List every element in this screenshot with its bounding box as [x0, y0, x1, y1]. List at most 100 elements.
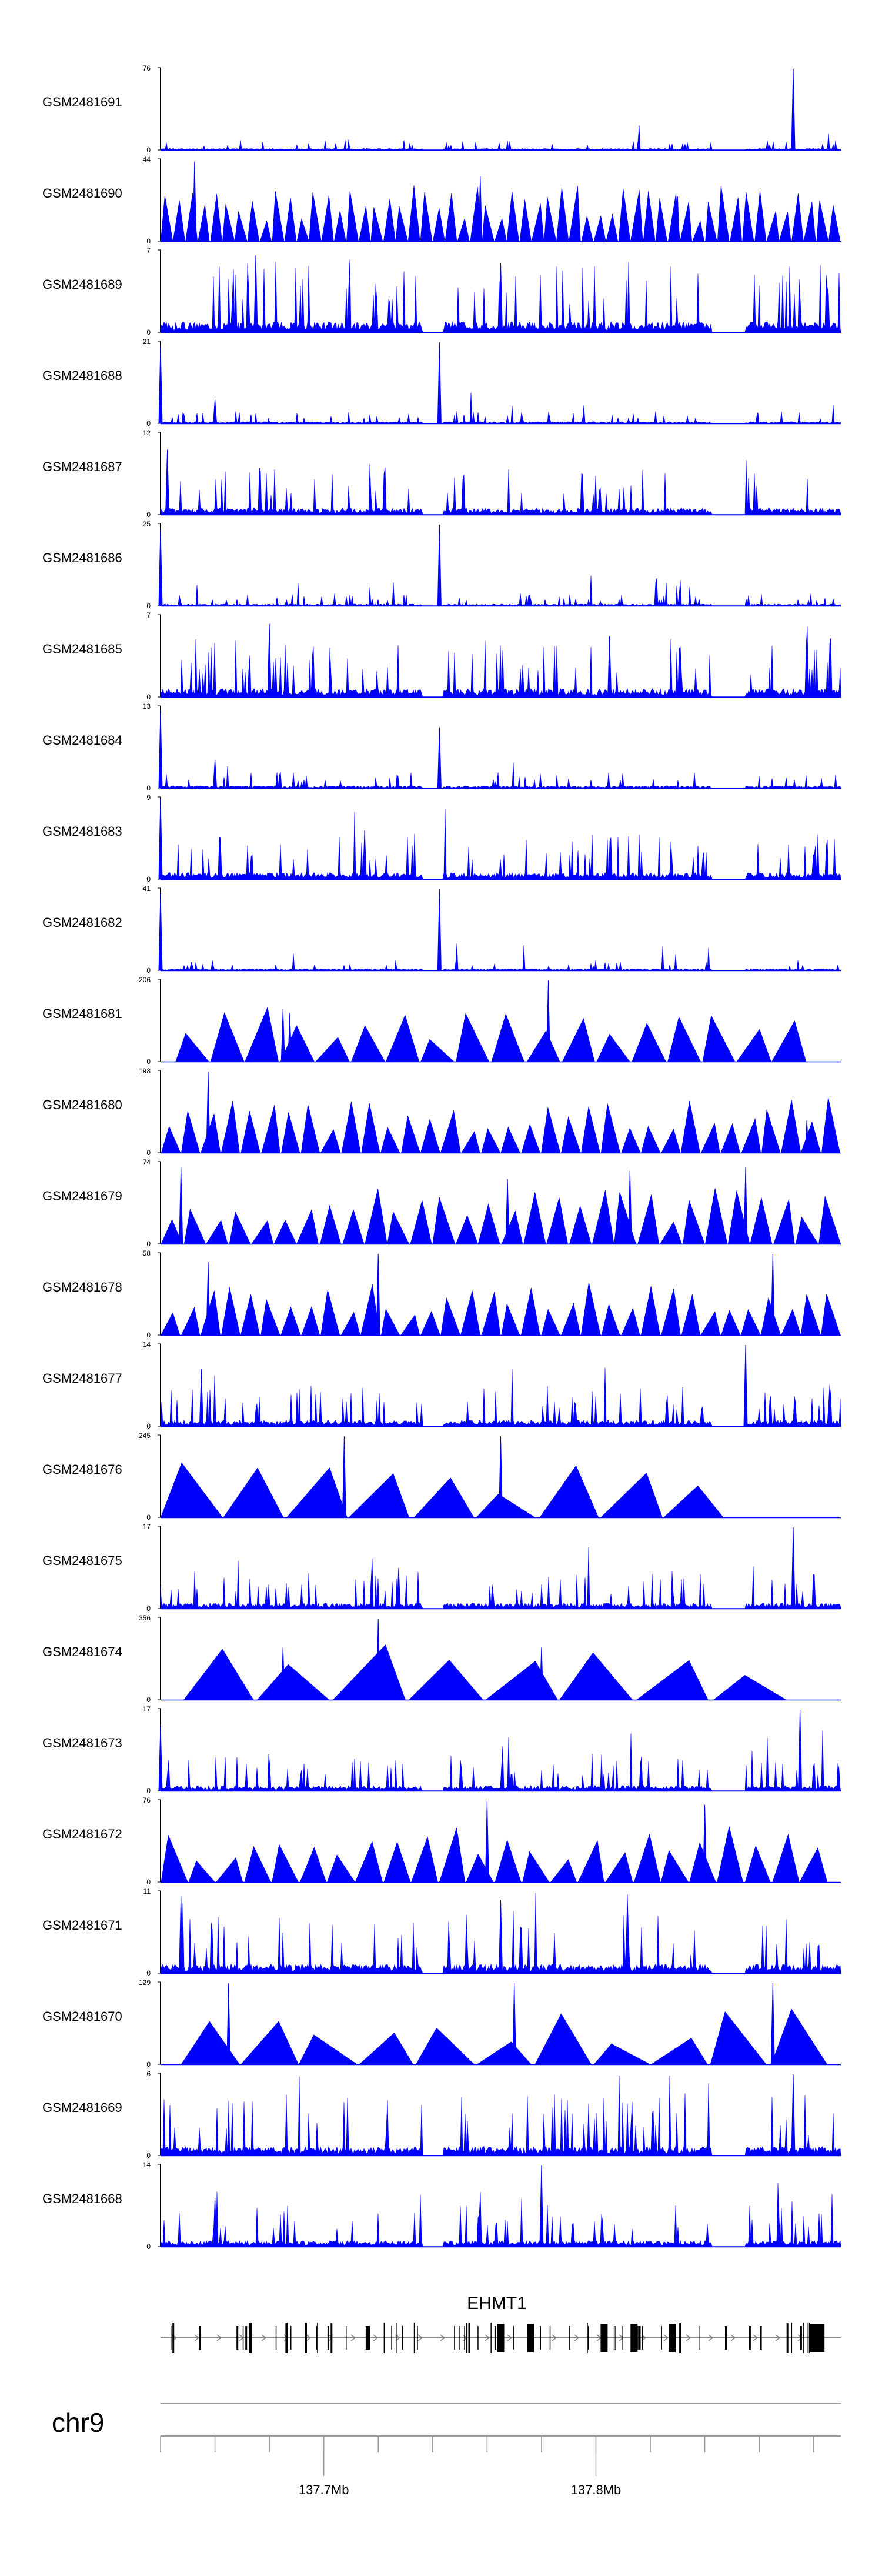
- track-label: GSM2481672: [42, 1827, 122, 1841]
- gene-exon: [494, 2326, 496, 2350]
- track-GSM2481691: GSM2481691 76 0: [42, 64, 841, 154]
- gene-exon: [791, 2323, 793, 2353]
- coverage-area: [160, 1547, 841, 1609]
- axis-tick-label: 137.8Mb: [571, 2482, 622, 2497]
- coverage-peak: [158, 710, 163, 789]
- track-GSM2481669: GSM2481669 6 0: [42, 2070, 841, 2160]
- gene-exon: [402, 2326, 403, 2350]
- track-ymin-label: 0: [146, 1513, 151, 1521]
- gene-exon: [275, 2326, 277, 2350]
- gene-exon: [801, 2326, 802, 2350]
- track-GSM2481678: GSM2481678 58 0: [42, 1249, 841, 1339]
- track-GSM2481680: GSM2481680 198 0: [42, 1067, 841, 1157]
- coverage-peak: [498, 1900, 503, 1974]
- track-label: GSM2481689: [42, 277, 122, 292]
- coverage-area: [160, 392, 841, 424]
- coverage-peak: [158, 346, 163, 424]
- gene-exon: [807, 2323, 808, 2353]
- track-ymin-label: 0: [146, 966, 151, 975]
- track-ymax-label: 74: [143, 1158, 151, 1166]
- track-GSM2481673: GSM2481673 17 0: [42, 1705, 841, 1795]
- gene-exon: [725, 2326, 727, 2350]
- gene-model: [161, 2323, 841, 2353]
- track-GSM2481672: GSM2481672 76 0: [42, 1796, 841, 1886]
- coverage-peak: [437, 889, 442, 971]
- coverage-peak: [199, 1369, 203, 1427]
- track-GSM2481690: GSM2481690 44 0: [42, 155, 841, 245]
- track-ymin-label: 0: [146, 1422, 151, 1430]
- track-GSM2481676: GSM2481676 245 0: [42, 1432, 841, 1521]
- track-GSM2481677: GSM2481677 14 0: [42, 1340, 841, 1430]
- gene-exon: [749, 2326, 751, 2350]
- coverage-peak: [743, 1344, 748, 1427]
- track-ymax-label: 14: [143, 1340, 151, 1349]
- gene-exon: [630, 2324, 638, 2352]
- track-ymax-label: 17: [143, 1705, 151, 1713]
- strand-arrow: [730, 2334, 736, 2341]
- coverage-peak: [437, 342, 442, 424]
- coverage-area: [160, 763, 841, 789]
- track-ymin-label: 0: [146, 1604, 151, 1613]
- coverage-peak: [498, 1436, 503, 1518]
- track-ymax-label: 7: [146, 611, 151, 619]
- track-ymin-label: 0: [146, 146, 151, 154]
- track-label: GSM2481690: [42, 186, 122, 201]
- track-ymin-label: 0: [146, 1696, 151, 1704]
- coverage-peak: [791, 2074, 796, 2156]
- track-ymax-label: 14: [143, 2161, 151, 2169]
- track-label: GSM2481685: [42, 642, 122, 656]
- gene-exon: [513, 2326, 514, 2350]
- strand-arrow: [395, 2334, 401, 2341]
- gene-exon: [477, 2326, 479, 2350]
- data-tracks: GSM2481691760GSM2481690440GSM248168970GS…: [42, 64, 841, 2251]
- coverage-area: [161, 185, 841, 242]
- gene-exon: [366, 2326, 369, 2350]
- coverage-area: [161, 1282, 841, 1336]
- coverage-peak: [267, 623, 272, 698]
- track-label: GSM2481669: [42, 2100, 122, 2115]
- track-ymax-label: 44: [143, 155, 151, 163]
- strand-arrow: [373, 2334, 379, 2341]
- coverage-peak: [437, 524, 442, 606]
- strand-arrow: [686, 2334, 691, 2341]
- track-ymax-label: 17: [143, 1523, 151, 1531]
- coverage-area: [161, 1826, 828, 1883]
- track-ymin-label: 0: [146, 1969, 151, 1977]
- track-label: GSM2481680: [42, 1097, 122, 1112]
- coverage-area: [181, 2008, 828, 2065]
- gene-exon: [391, 2326, 392, 2350]
- gene-exon: [639, 2326, 641, 2350]
- track-ymin-label: 0: [146, 875, 151, 883]
- track-label: GSM2481687: [42, 459, 122, 474]
- track-ymin-label: 0: [146, 510, 151, 519]
- track-ymax-label: 21: [143, 338, 151, 346]
- track-ymin-label: 0: [146, 1149, 151, 1157]
- track-ymax-label: 9: [146, 793, 151, 802]
- track-ymin-label: 0: [146, 1331, 151, 1339]
- coverage-peak: [288, 1013, 292, 1062]
- coverage-area: [160, 943, 841, 971]
- gene-exon: [809, 2324, 825, 2352]
- track-ymax-label: 7: [146, 246, 151, 255]
- gene-exon: [368, 2326, 370, 2350]
- coverage-peak: [158, 528, 163, 606]
- track-label: GSM2481670: [42, 2009, 122, 2024]
- coverage-peak: [253, 255, 258, 333]
- coverage-area: [160, 1367, 841, 1427]
- track-GSM2481688: GSM2481688 21 0: [42, 338, 841, 428]
- gene-exon: [490, 2323, 492, 2353]
- track-GSM2481685: GSM2481685 7 0: [42, 611, 841, 701]
- coverage-peak: [505, 1179, 510, 1244]
- gene-exon: [803, 2323, 804, 2353]
- coverage-peak: [362, 830, 367, 880]
- genome-axis: chr9 137.7Mb 137.8Mb: [52, 2403, 841, 2497]
- coverage-peak: [607, 636, 612, 698]
- coverage-peak: [179, 1166, 183, 1244]
- track-ymax-label: 11: [143, 1887, 151, 1896]
- coverage-area: [160, 1730, 841, 1791]
- track-label: GSM2481674: [42, 1644, 122, 1659]
- gene-exon: [245, 2326, 248, 2350]
- gene-exon: [365, 2326, 367, 2350]
- track-ymin-label: 0: [146, 1787, 151, 1795]
